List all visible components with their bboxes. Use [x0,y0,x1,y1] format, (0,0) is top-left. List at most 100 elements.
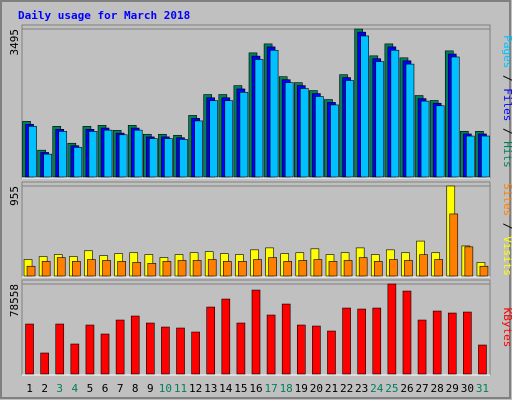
x-tick-label: 28 [431,382,444,395]
x-tick-label: 2 [41,382,48,395]
x-tick-label: 29 [446,382,459,395]
legend-separator: / [501,216,512,236]
legend: KBytes [501,308,512,348]
x-tick-label: 20 [310,382,323,395]
x-tick-label: 12 [189,382,202,395]
bar [284,82,294,178]
y-tick-label: 3495 [8,29,21,56]
x-tick-label: 8 [132,382,139,395]
x-tick-label: 22 [340,382,353,395]
y-tick-label: 955 [8,186,21,206]
bar [313,259,323,277]
bar [56,257,66,277]
x-tick-label: 16 [249,382,262,395]
bar [266,314,276,375]
bar [118,134,128,178]
legend-entry: Visits [501,236,512,276]
bar [238,261,247,277]
bar [239,92,249,178]
x-tick-label: 3 [56,382,63,395]
bar [133,129,143,178]
x-tick-label: 17 [264,382,277,395]
bar [402,290,412,375]
x-tick-label: 18 [280,382,293,395]
bar [207,259,217,277]
bar [268,257,277,277]
chart-title: Daily usage for March 2018 [18,9,190,22]
bar [87,259,96,277]
x-tick-label: 5 [87,382,94,395]
bar [88,131,98,178]
bar [269,49,279,178]
x-tick-label: 13 [204,382,217,395]
x-tick-label: 15 [234,382,247,395]
bar [481,135,490,178]
legend-separator: / [501,68,512,88]
bar [147,263,157,277]
bar [464,246,474,277]
x-tick-label: 10 [159,382,172,395]
bar [330,104,339,178]
bar [298,260,308,277]
bar [405,63,415,178]
bar [192,260,202,277]
bar [312,325,321,375]
bar [26,265,36,277]
x-tick-label: 26 [400,382,413,395]
bar [315,96,324,178]
bar [70,343,80,375]
bar [73,147,83,178]
bar [55,323,65,375]
x-tick-label: 30 [461,382,474,395]
bar [191,331,200,375]
bar [390,49,400,178]
legend-entry: Files [501,88,512,121]
bar [447,312,457,375]
bar [358,257,368,277]
x-tick-label: 6 [102,382,109,395]
bar [130,315,140,375]
bar [223,261,232,277]
bar [463,311,472,375]
bar [72,261,81,277]
bar [176,327,185,375]
bar [389,259,398,277]
bar [435,105,445,178]
bar [253,259,262,277]
bar [281,303,291,375]
x-tick-label: 11 [174,382,187,395]
bar [283,261,292,277]
x-tick-label: 25 [385,382,398,395]
x-tick-label: 24 [370,382,384,395]
bar [387,283,397,375]
bar [209,100,219,178]
bar [373,261,383,277]
bar [417,319,427,375]
bar [224,100,234,178]
bar [432,310,442,375]
bar [85,324,95,375]
bar [328,261,338,277]
y-tick-label: 78558 [8,284,21,317]
bar [58,131,68,178]
bar [419,254,428,277]
legend: Pages / Files / Hits [501,35,512,168]
legend-entry: KBytes [501,308,512,348]
bar [404,260,413,277]
bar [357,308,366,375]
bar [299,88,309,178]
x-tick-label: 19 [295,382,308,395]
bar [479,265,489,277]
bar [478,344,487,375]
bar [40,352,49,375]
bar [115,319,125,375]
bar [161,326,170,375]
x-tick-label: 1 [26,382,33,395]
bar [100,333,110,375]
legend: Sites / Visits [501,183,512,276]
bar [162,261,172,277]
bar [466,135,475,178]
legend-entry: Pages [501,35,512,68]
bar [103,129,113,178]
